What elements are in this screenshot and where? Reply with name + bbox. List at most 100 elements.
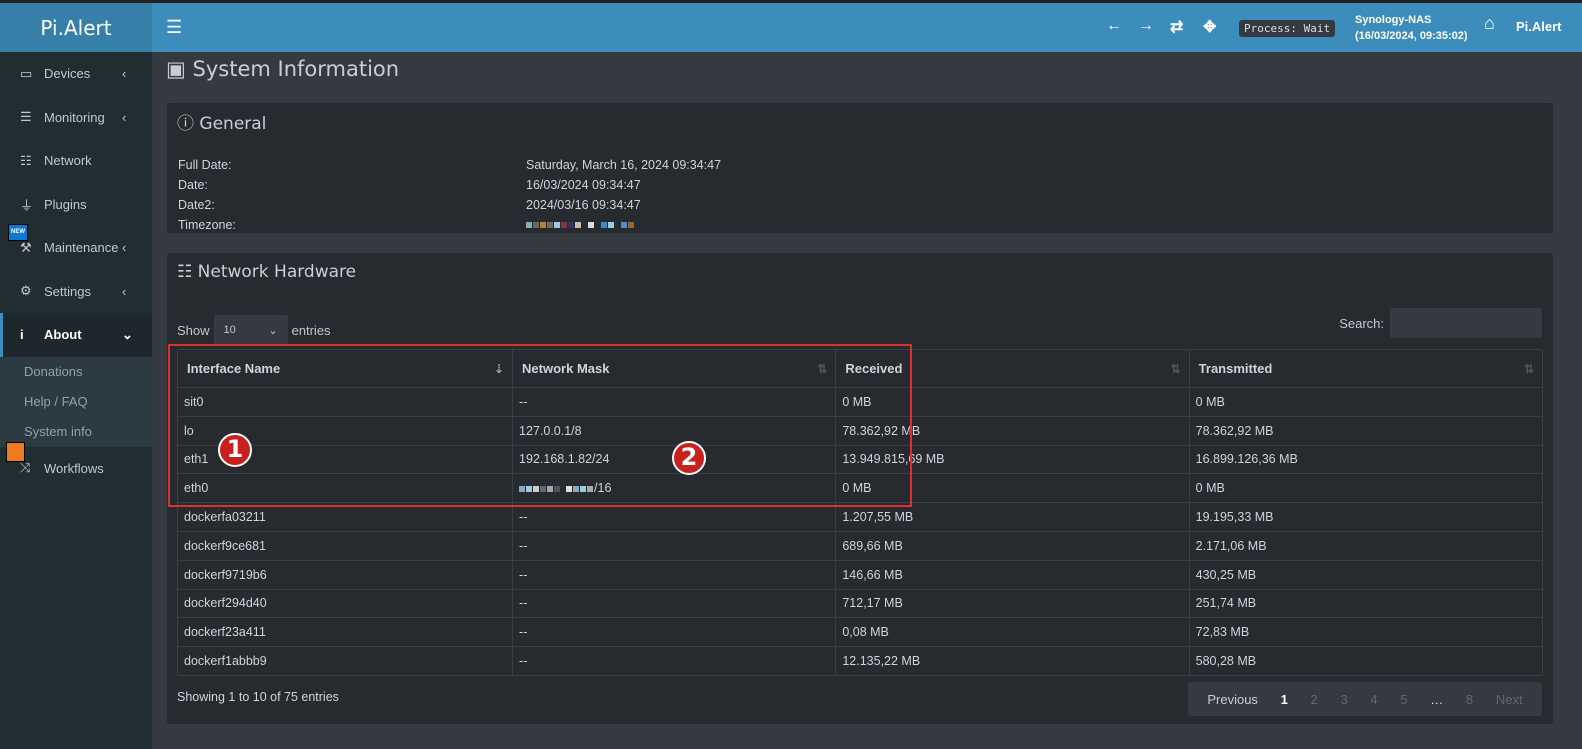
table-cell: dockerf9719b6 <box>176 559 514 590</box>
top-navbar: ☰ ← → ⇄ ✥ Process: Wait Synology-NAS (16/… <box>152 3 1582 52</box>
general-box: ⓘ General Full Date: Date: Date2: Timezo… <box>167 103 1553 233</box>
router-wifi-icon[interactable]: ⌂ <box>1484 13 1495 33</box>
sidebar: ▭ Devices ‹ ☰ Monitoring ‹ ☷ Network ⏚ Plugins… <box>0 52 152 749</box>
column-header-interface-name[interactable]: Interface Name ⇣ <box>176 349 514 388</box>
chevron-left-icon: ‹ <box>122 240 127 256</box>
network-icon: ☷ <box>20 152 32 168</box>
cell-text: 78.362,92 MB <box>1195 423 1274 438</box>
value-timezone-redacted <box>526 215 721 235</box>
plug-icon: ⏚ <box>20 197 34 213</box>
pager-page-2[interactable]: 2 <box>1310 691 1318 707</box>
window-top-border <box>0 0 1582 3</box>
host-info: Synology-NAS (16/03/2024, 09:35:02) <box>1355 12 1468 44</box>
cell-text: 192.168.1.82/24 <box>519 452 610 467</box>
value-date: 16/03/2024 09:34:47 <box>526 178 641 192</box>
header-label: Transmitted <box>1198 361 1273 376</box>
network-title: ☷ Network Hardware <box>177 262 356 282</box>
table-info: Showing 1 to 10 of 75 entries <box>177 690 339 704</box>
cell-text: eth0 <box>184 481 209 496</box>
page-length-control: Show 10 ⌄ entries <box>177 315 331 345</box>
shuffle-icon: ⤨ <box>20 460 31 476</box>
column-header-transmitted[interactable]: Transmitted ⇅ <box>1188 349 1544 388</box>
cell-text: -- <box>519 538 528 553</box>
process-status: Process: Wait <box>1239 20 1336 37</box>
chevron-left-icon: ‹ <box>122 66 127 82</box>
column-header-network-mask[interactable]: Network Mask ⇅ <box>512 349 837 388</box>
table-row: eth0/16 0 MB 0 MB <box>176 473 1544 504</box>
table-cell: 16.899.126,36 MB <box>1188 444 1544 475</box>
table-cell: dockerf294d40 <box>176 588 514 619</box>
app-logo[interactable]: Pi.Alert <box>0 3 152 52</box>
cell-text: 0 MB <box>1195 394 1225 409</box>
sidebar-item-devices[interactable]: ▭ Devices ‹ <box>0 52 152 96</box>
pager-previous[interactable]: Previous <box>1207 691 1258 707</box>
chart-icon: ☰ <box>20 109 32 125</box>
search-input[interactable] <box>1390 308 1542 338</box>
table-cell: 0,08 MB <box>835 617 1190 648</box>
user-brand[interactable]: Pi.Alert <box>1516 19 1562 34</box>
label-date: Date: <box>178 178 208 192</box>
search-label: Search: <box>1339 315 1384 331</box>
submenu-system-info[interactable]: System info <box>24 423 92 439</box>
pager-page-5[interactable]: 5 <box>1400 691 1408 707</box>
pager-page-3[interactable]: 3 <box>1340 691 1348 707</box>
column-header-received[interactable]: Received ⇅ <box>835 349 1190 388</box>
table-row: dockerf9719b6 -- 146,66 MB 430,25 MB <box>176 559 1544 590</box>
sidebar-item-network[interactable]: ☷ Network <box>0 139 152 183</box>
network-icon: ☷ <box>177 262 193 282</box>
sidebar-item-plugins[interactable]: ⏚ Plugins <box>0 183 152 227</box>
pager-page-4[interactable]: 4 <box>1370 691 1378 707</box>
submenu-donations[interactable]: Donations <box>24 363 83 379</box>
cell-text: 0 MB <box>1195 481 1225 496</box>
annotation-badge-1: 1 <box>218 433 252 467</box>
sidebar-label: Maintenance <box>44 240 119 256</box>
sidebar-item-settings[interactable]: ⚙ Settings ‹ <box>0 270 152 314</box>
sort-icon: ⇅ <box>1170 362 1181 376</box>
cell-text: 127.0.0.1/8 <box>519 423 582 438</box>
sidebar-item-about[interactable]: i About ⌄ <box>0 313 152 357</box>
pager-page-1[interactable]: 1 <box>1280 691 1288 707</box>
sort-icon: ⇅ <box>1523 362 1534 376</box>
forward-arrow-icon[interactable]: → <box>1138 17 1154 34</box>
cell-text: 689,66 MB <box>842 538 903 553</box>
host-time: (16/03/2024, 09:35:02) <box>1355 30 1468 42</box>
label-date2: Date2: <box>178 198 215 212</box>
submenu-help-faq[interactable]: Help / FAQ <box>24 393 88 409</box>
table-cell: 251,74 MB <box>1188 588 1544 619</box>
laptop-icon: ▭ <box>20 65 33 81</box>
cell-text: 430,25 MB <box>1195 567 1257 582</box>
sidebar-item-monitoring[interactable]: ☰ Monitoring ‹ <box>0 96 152 140</box>
wrench-icon: ⚒ <box>20 239 32 255</box>
page-length-select[interactable]: 10 ⌄ <box>213 315 288 345</box>
table-cell: 689,66 MB <box>835 530 1190 561</box>
refresh-icon[interactable]: ⇄ <box>1170 19 1184 36</box>
table-cell: -- <box>512 617 837 648</box>
cell-text: -- <box>519 625 528 640</box>
sidebar-item-workflows[interactable]: ⤨ Workflows <box>0 447 152 491</box>
general-values: Saturday, March 16, 2024 09:34:47 16/03/… <box>526 155 721 235</box>
sidebar-item-maintenance[interactable]: ⚒ Maintenance ‹ <box>0 226 152 270</box>
highlight-rectangle <box>168 344 912 507</box>
host-name: Synology-NAS <box>1355 14 1432 26</box>
table-cell: -- <box>512 646 837 676</box>
cell-text: -- <box>519 654 528 669</box>
gear-icon: ⚙ <box>20 283 32 299</box>
page-length-value: 10 <box>223 324 236 336</box>
page-title: ▣ System Information <box>166 57 399 81</box>
redacted-ip <box>519 481 594 495</box>
cell-text: 251,74 MB <box>1195 596 1257 611</box>
table-cell: 146,66 MB <box>835 559 1190 590</box>
about-submenu: Donations Help / FAQ System info <box>0 356 152 447</box>
back-arrow-icon[interactable]: ← <box>1106 17 1122 34</box>
cell-text: 1.207,55 MB <box>842 510 914 525</box>
pager-page-8[interactable]: 8 <box>1465 691 1474 707</box>
pager-next[interactable]: Next <box>1495 691 1523 707</box>
safety-vest-icon <box>6 442 25 462</box>
cell-text: -- <box>519 394 528 409</box>
menu-toggle-icon[interactable]: ☰ <box>166 17 183 37</box>
cell-text: -- <box>519 567 528 582</box>
pager-ellipsis: … <box>1430 691 1444 707</box>
move-icon[interactable]: ✥ <box>1203 19 1217 36</box>
general-title-text: General <box>199 114 267 134</box>
network-hardware-box: ☷ Network Hardware Show 10 ⌄ entries Sear… <box>167 253 1553 724</box>
